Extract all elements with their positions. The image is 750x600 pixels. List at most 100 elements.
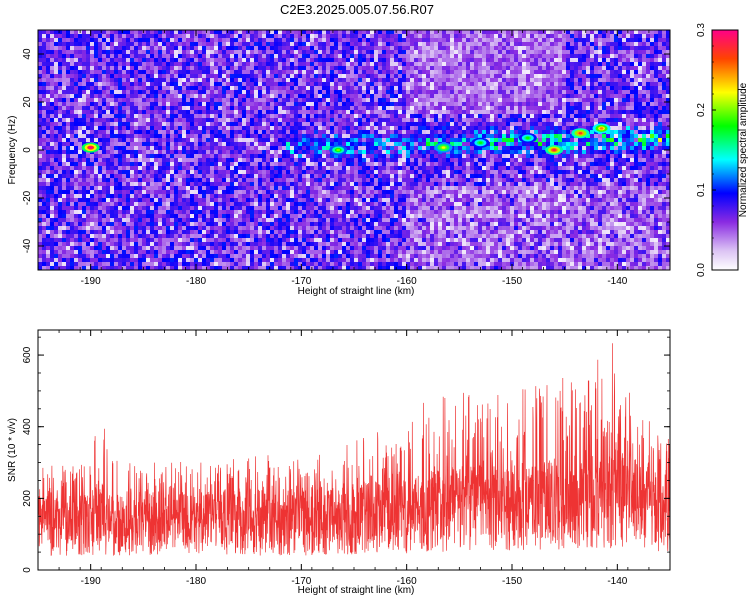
heatmap-cell (90, 130, 95, 135)
heatmap-cell (314, 94, 319, 99)
heatmap-cell (98, 238, 103, 243)
heatmap-cell (58, 250, 63, 255)
heatmap-cell (254, 130, 259, 135)
heatmap-cell (130, 78, 135, 83)
heatmap-cell (318, 54, 323, 59)
heatmap-cell (254, 178, 259, 183)
heatmap-cell (138, 162, 143, 167)
heatmap-cell (46, 78, 51, 83)
heatmap-cell (66, 34, 71, 39)
heatmap-cell (190, 202, 195, 207)
heatmap-cell (238, 218, 243, 223)
heatmap-cell (106, 186, 111, 191)
heatmap-cell (294, 154, 299, 159)
heatmap-cell (218, 94, 223, 99)
heatmap-cell (226, 70, 231, 75)
heatmap-cell (114, 194, 119, 199)
heatmap-cell (146, 198, 151, 203)
heatmap-cell (66, 98, 71, 103)
heatmap-cell (130, 110, 135, 115)
heatmap-cell (186, 210, 191, 215)
heatmap-cell (286, 170, 291, 175)
heatmap-cell (274, 210, 279, 215)
heatmap-cell (46, 202, 51, 207)
heatmap-cell (118, 150, 123, 155)
heatmap-cell (362, 266, 367, 270)
heatmap-cell (286, 142, 291, 147)
heatmap-cell (290, 114, 295, 119)
heatmap-cell (178, 226, 183, 231)
heatmap-cell (194, 130, 199, 135)
heatmap-cell (230, 74, 235, 79)
heatmap-cell (206, 134, 211, 139)
heatmap-cell (274, 102, 279, 107)
heatmap-cell (138, 134, 143, 139)
heatmap-cell (274, 86, 279, 91)
heatmap-cell (306, 234, 311, 239)
heatmap-cell (322, 250, 327, 255)
heatmap-cell (258, 198, 263, 203)
heatmap-cell (362, 230, 367, 235)
heatmap-cell (346, 238, 351, 243)
heatmap-cell (294, 230, 299, 235)
heatmap-cell (274, 58, 279, 63)
heatmap-cell (98, 254, 103, 259)
heatmap-cell (250, 98, 255, 103)
heatmap-cell (270, 198, 275, 203)
heatmap-cell (126, 114, 131, 119)
heatmap-cell (362, 182, 367, 187)
heatmap-cell (130, 222, 135, 227)
heatmap-cell (50, 146, 55, 151)
heatmap-cell (90, 90, 95, 95)
heatmap-cell (322, 198, 327, 203)
heatmap-cell (274, 230, 279, 235)
heatmap-cell (282, 218, 287, 223)
heatmap-cell (178, 62, 183, 67)
heatmap-cell (362, 210, 367, 215)
heatmap-cell (262, 198, 267, 203)
heatmap-cell (254, 254, 259, 259)
heatmap-cell (114, 102, 119, 107)
heatmap-cell (62, 242, 67, 247)
heatmap-cell (62, 174, 67, 179)
heatmap-cell (74, 30, 79, 35)
heatmap-cell (86, 246, 91, 251)
heatmap-cell (78, 178, 83, 183)
heatmap-cell (190, 178, 195, 183)
heatmap-cell (222, 114, 227, 119)
heatmap-cell (50, 142, 55, 147)
heatmap-cell (114, 238, 119, 243)
heatmap-cell (338, 126, 343, 131)
heatmap-cell (270, 186, 275, 191)
heatmap-cell (354, 238, 359, 243)
heatmap-cell (126, 30, 131, 35)
heatmap-cell (38, 34, 43, 39)
heatmap-cell (326, 234, 331, 239)
heatmap-cell (346, 82, 351, 87)
heatmap-cell (82, 106, 87, 111)
heatmap-cell (294, 114, 299, 119)
heatmap-cell (258, 262, 263, 267)
heatmap-cell (230, 222, 235, 227)
heatmap-cell (214, 106, 219, 111)
heatmap-cell (194, 146, 199, 151)
heatmap-cell (210, 34, 215, 39)
heatmap-cell (346, 246, 351, 251)
heatmap-cell (154, 266, 159, 270)
heatmap-cell (166, 78, 171, 83)
heatmap-cell (298, 58, 303, 63)
heatmap-cell (210, 118, 215, 123)
heatmap-cell (218, 178, 223, 183)
heatmap-cell (98, 146, 103, 151)
heatmap-cell (234, 50, 239, 55)
heatmap-cell (222, 262, 227, 267)
heatmap-cell (302, 138, 307, 143)
heatmap-cell (86, 210, 91, 215)
heatmap-cell (290, 122, 295, 127)
heatmap-cell (90, 226, 95, 231)
heatmap-cell (238, 234, 243, 239)
heatmap-cell (314, 206, 319, 211)
heatmap-cell (178, 46, 183, 51)
heatmap-cell (162, 162, 167, 167)
heatmap-cell (350, 50, 355, 55)
